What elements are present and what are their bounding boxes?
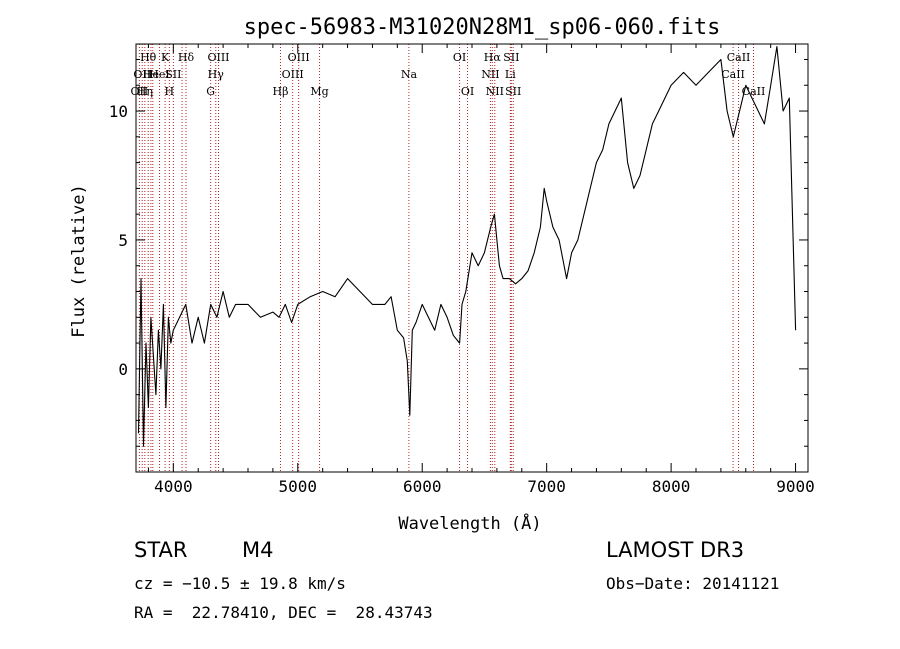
line-label: OI (461, 85, 474, 98)
x-tick-label: 7000 (527, 477, 566, 496)
line-label: OI (453, 51, 466, 64)
line-label: OIII (207, 51, 229, 64)
line-label: Hδ (178, 51, 195, 64)
line-label: OIII (282, 68, 304, 81)
chart-title: spec-56983-M31020N28M1_sp06-060.fits (244, 15, 721, 40)
line-label: G (206, 85, 215, 98)
line-label: Li (505, 68, 516, 81)
x-tick-label: 4000 (154, 477, 193, 496)
y-tick-label: 10 (109, 102, 128, 121)
line-label: K (161, 51, 170, 64)
line-label: SII (503, 51, 519, 64)
x-axis-label: Wavelength (Å) (398, 512, 541, 534)
line-label: NII (486, 85, 504, 98)
line-label: Hθ (140, 51, 157, 64)
line-label: OII (133, 68, 151, 81)
line-label: NII (481, 68, 499, 81)
line-label: Hγ (208, 68, 225, 81)
line-label: OII (131, 85, 149, 98)
y-axis-label: Flux (relative) (69, 184, 89, 338)
line-label: Na (401, 68, 418, 81)
line-label: CaII (727, 51, 751, 64)
plot-frame (135, 43, 809, 473)
redshift-velocity: cz = −10.5 ± 19.8 km/s (134, 574, 346, 593)
line-label: Hη (137, 85, 153, 98)
line-label: He (143, 68, 159, 81)
line-label: Hβ (273, 85, 289, 98)
x-tick-label: 8000 (652, 477, 691, 496)
x-tick-label: 9000 (776, 477, 815, 496)
line-label: CaII (742, 85, 766, 98)
spectral-subclass: M4 (242, 538, 274, 562)
y-tick-label: 0 (118, 360, 128, 379)
line-label: CaII (721, 68, 745, 81)
line-label: SII (505, 85, 521, 98)
line-label: Hα (484, 51, 502, 64)
line-label: H (165, 85, 175, 98)
observation-date: Obs−Date: 20141121 (606, 574, 780, 593)
survey-name: LAMOST DR3 (606, 538, 745, 562)
flux-series-line (137, 46, 797, 447)
y-tick-label: 5 (118, 231, 128, 250)
object-class: STAR (134, 538, 188, 562)
x-tick-label: 6000 (403, 477, 442, 496)
line-label: HeI (149, 68, 169, 81)
x-tick-label: 5000 (279, 477, 318, 496)
line-label: SII (165, 68, 181, 81)
coordinates: RA = 22.78410, DEC = 28.43743 (134, 603, 433, 622)
line-label: Mg (310, 85, 328, 98)
line-label: OIII (288, 51, 310, 64)
